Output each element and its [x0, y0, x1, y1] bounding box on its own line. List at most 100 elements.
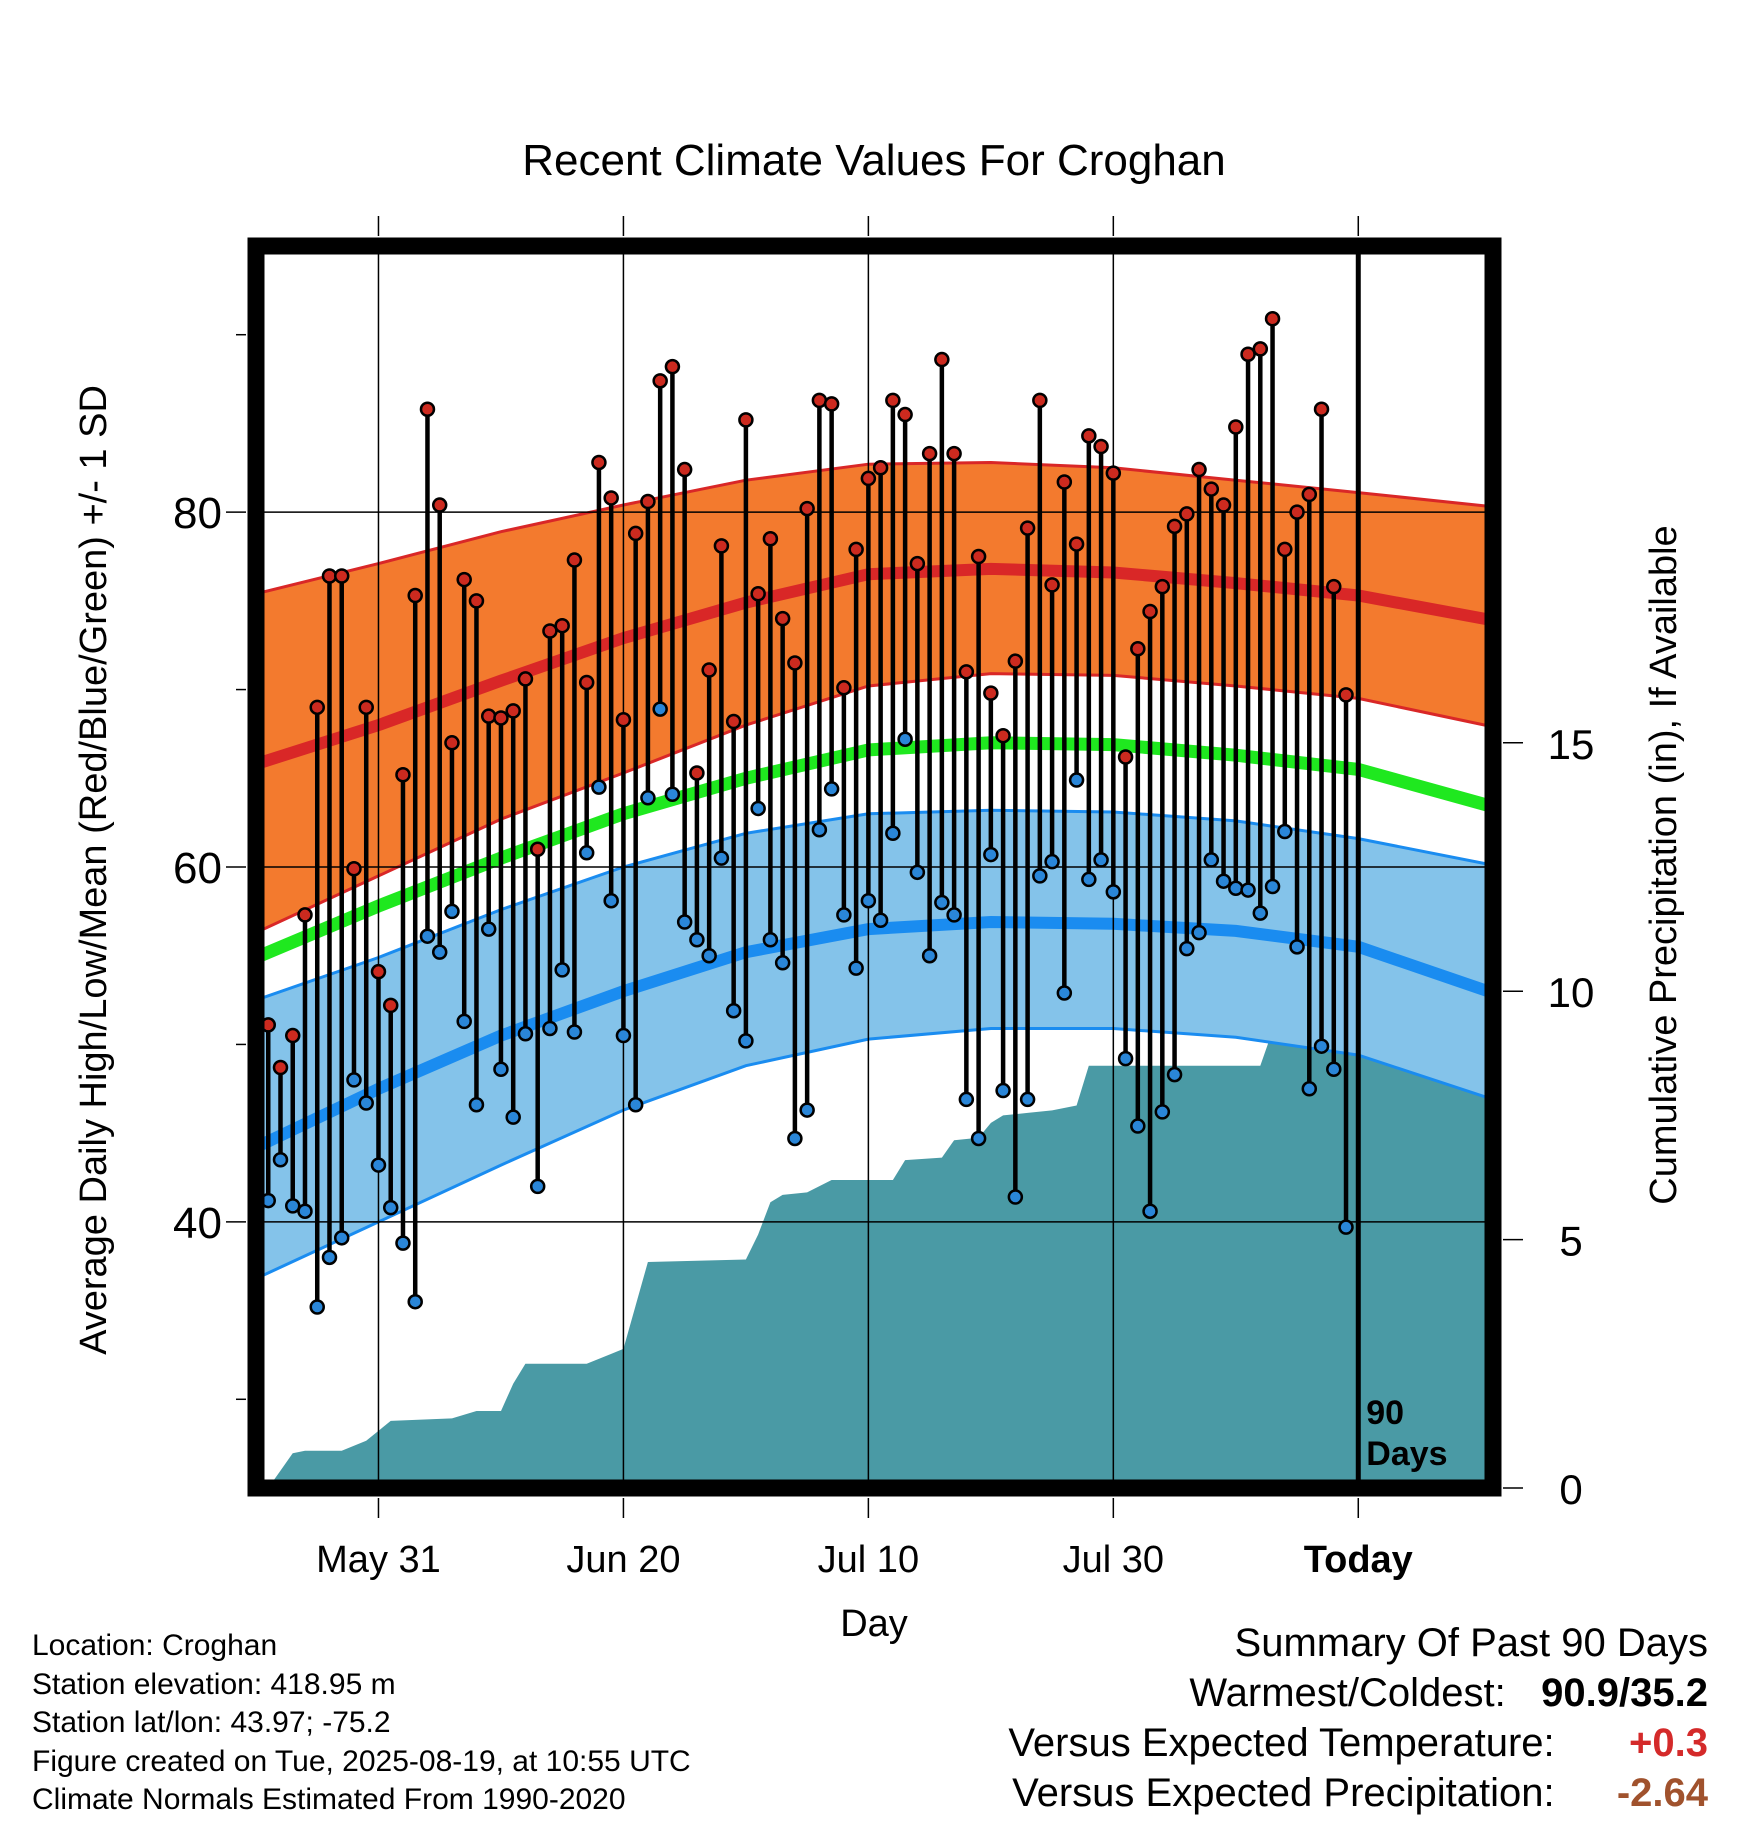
daily-high-point	[346, 861, 362, 877]
daily-high-point	[456, 571, 472, 588]
latlon-text: Station lat/lon: 43.97; -75.2	[32, 1706, 391, 1739]
daily-high-point	[419, 401, 436, 417]
daily-high-point	[1252, 341, 1269, 357]
daily-low-point	[762, 931, 779, 948]
daily-low-point	[713, 850, 730, 866]
daily-low-point	[542, 1020, 558, 1037]
x-tick-label: Jul 30	[1063, 1539, 1164, 1581]
daily-low-point	[321, 1249, 338, 1266]
daily-low-point	[958, 1091, 975, 1108]
daily-high-point	[1301, 486, 1318, 503]
daily-high-point	[333, 568, 350, 584]
daily-low-point	[652, 701, 668, 717]
daily-high-point	[615, 711, 632, 728]
daily-low-point	[1068, 772, 1085, 788]
daily-high-point	[1117, 749, 1134, 765]
daily-low-point	[860, 892, 877, 909]
daily-low-point	[787, 1130, 803, 1147]
daily-low-point	[897, 731, 913, 748]
daily-low-point	[1007, 1189, 1024, 1205]
daily-high-point	[505, 703, 521, 719]
daily-low-point	[554, 962, 570, 978]
daily-low-point	[1240, 882, 1256, 898]
daily-low-point	[1019, 1091, 1036, 1108]
y-tick-label: 40	[173, 1199, 222, 1248]
daily-high-point	[1313, 401, 1330, 417]
daily-low-point	[1301, 1081, 1318, 1097]
daily-high-point	[909, 555, 926, 572]
daily-low-point	[333, 1230, 350, 1246]
summary-panel: Summary Of Past 90 Days Warmest/Coldest:…	[1008, 1618, 1708, 1818]
daily-low-point	[603, 892, 619, 909]
y-tick-label: 60	[173, 844, 222, 893]
daily-low-point	[1117, 1050, 1134, 1067]
daily-low-point	[272, 1152, 289, 1168]
precip-label: Versus Expected Precipitation:	[1012, 1771, 1555, 1815]
daily-high-point	[370, 963, 387, 980]
daily-high-point	[1105, 465, 1122, 481]
daily-high-point	[1166, 518, 1183, 535]
daily-low-point	[1093, 852, 1109, 868]
daily-high-point	[431, 497, 448, 513]
daily-high-point	[493, 710, 509, 726]
daily-low-point	[664, 786, 681, 803]
daily-low-point	[909, 864, 926, 881]
daily-high-point	[542, 623, 558, 639]
daily-low-point	[921, 947, 938, 964]
daily-low-point	[1215, 873, 1232, 889]
daily-high-point	[468, 593, 485, 609]
daily-low-point	[689, 931, 705, 948]
today-days-count: 90	[1366, 1394, 1404, 1432]
daily-high-point	[517, 671, 534, 687]
daily-low-point	[1154, 1104, 1171, 1120]
precip-value: -2.64	[1616, 1771, 1708, 1815]
daily-low-point	[811, 821, 828, 838]
daily-low-point	[1105, 884, 1122, 900]
daily-low-point	[419, 928, 436, 944]
daily-high-point	[713, 538, 730, 554]
warm-cold-value: 90.9/35.2	[1541, 1671, 1708, 1715]
daily-high-point	[1326, 578, 1342, 595]
daily-high-point	[1264, 310, 1281, 327]
daily-high-point	[1203, 481, 1220, 497]
daily-low-point	[627, 1097, 644, 1113]
daily-high-point	[529, 841, 546, 858]
daily-low-point	[566, 1024, 583, 1040]
daily-low-point	[983, 846, 999, 863]
daily-high-point	[823, 396, 840, 412]
daily-high-point	[554, 617, 570, 634]
daily-high-point	[689, 765, 705, 781]
daily-low-point	[995, 1082, 1011, 1099]
daily-low-point	[738, 1033, 754, 1049]
daily-low-point	[676, 914, 693, 930]
daily-low-point	[1166, 1066, 1183, 1083]
daily-high-point	[1179, 506, 1195, 522]
temp-label: Versus Expected Temperature:	[1008, 1721, 1555, 1765]
daily-low-point	[1056, 985, 1073, 1001]
daily-high-point	[921, 445, 938, 462]
daily-high-point	[725, 713, 742, 730]
daily-high-point	[1081, 428, 1097, 444]
daily-high-point	[1056, 474, 1073, 490]
daily-low-point	[640, 790, 656, 806]
daily-low-point	[493, 1061, 509, 1078]
location-text: Location: Croghan	[32, 1629, 278, 1662]
daily-high-point	[566, 552, 583, 568]
daily-low-point	[456, 1013, 472, 1030]
daily-high-point	[934, 351, 950, 368]
daily-low-point	[1289, 939, 1305, 955]
daily-low-point	[407, 1293, 423, 1310]
daily-low-point	[1032, 868, 1048, 884]
daily-high-point	[309, 699, 325, 716]
daily-high-point	[284, 1027, 301, 1044]
daily-low-point	[480, 921, 497, 937]
daily-low-point	[750, 800, 766, 817]
chart-title: Recent Climate Values For Croghan	[522, 136, 1226, 185]
daily-high-point	[578, 674, 595, 691]
elevation-text: Station elevation: 418.95 m	[32, 1667, 396, 1701]
daily-low-point	[823, 781, 840, 797]
daily-high-point	[382, 997, 399, 1014]
daily-high-point	[1044, 577, 1060, 593]
daily-low-point	[1338, 1219, 1354, 1235]
